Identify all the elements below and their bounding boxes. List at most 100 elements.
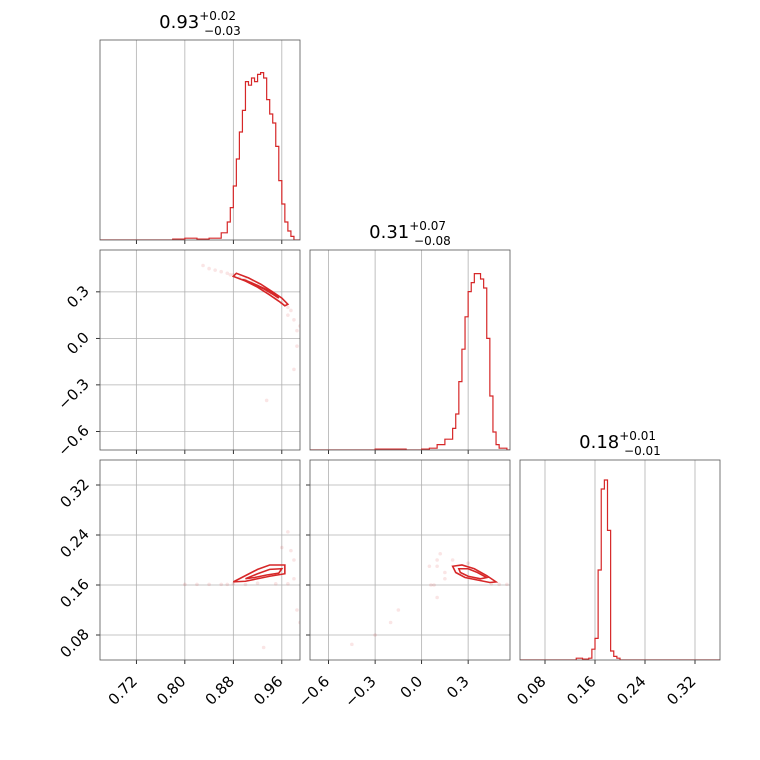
sample-point xyxy=(289,548,293,553)
sample-point xyxy=(295,328,299,333)
sample-point xyxy=(295,344,299,348)
density-contour-0 xyxy=(451,564,499,584)
sample-point xyxy=(435,558,439,562)
sample-point xyxy=(497,582,501,587)
histogram-step-2 xyxy=(520,479,720,660)
y-tick-label: 0.3 xyxy=(63,282,93,312)
param-median-1: 0.31 xyxy=(369,222,409,243)
x-tick-label: −0.6 xyxy=(295,672,333,710)
sample-point xyxy=(292,558,296,562)
scatter-points-0 xyxy=(201,263,300,403)
x-tick-label: 0.72 xyxy=(105,672,141,708)
sample-point xyxy=(280,545,284,550)
density-contour-1 xyxy=(245,567,284,580)
sample-point xyxy=(292,576,296,581)
param-minus-2: −0.01 xyxy=(624,444,661,458)
sample-point xyxy=(286,305,290,310)
param-title-1: 0.31+0.07 −0.08 xyxy=(369,219,451,248)
scatter-panel-1-frame xyxy=(99,459,301,661)
scatter-panel-2-frame xyxy=(309,459,511,661)
sample-point xyxy=(292,317,296,322)
sample-point xyxy=(396,608,401,612)
sample-point xyxy=(213,268,217,272)
sample-point xyxy=(261,645,266,650)
sample-point xyxy=(286,313,290,317)
x-tick-label: 0.32 xyxy=(663,672,699,708)
histogram-panel-2-frame xyxy=(519,459,721,661)
sample-point xyxy=(505,582,509,587)
sample-point xyxy=(443,570,447,575)
x-tick-label: 0.0 xyxy=(397,672,427,702)
param-median-2: 0.18 xyxy=(579,432,619,453)
histogram-step-0 xyxy=(100,72,300,240)
sample-point xyxy=(201,263,205,268)
sample-point xyxy=(225,582,230,587)
param-plus-1: +0.07 xyxy=(409,219,446,233)
x-tick-label: 0.24 xyxy=(613,672,649,708)
x-tick-label: 0.16 xyxy=(563,672,599,708)
sample-point xyxy=(231,581,236,586)
sample-point xyxy=(292,367,296,372)
histogram-step-1 xyxy=(310,273,510,450)
x-tick-label: 0.3 xyxy=(443,672,473,702)
sample-point xyxy=(350,642,354,647)
histogram-panel-2: 0.18+0.01 −0.01 xyxy=(519,429,721,664)
y-tick-label: −0.6 xyxy=(54,421,92,459)
y-tick-label: 0.24 xyxy=(56,525,92,561)
sample-point xyxy=(432,583,436,587)
sample-point xyxy=(273,581,278,586)
param-median-0: 0.93 xyxy=(159,12,199,33)
x-tick-label: 0.96 xyxy=(250,672,286,708)
sample-point xyxy=(228,273,233,277)
y-tick-label: −0.3 xyxy=(54,375,92,413)
sample-point xyxy=(438,551,443,556)
scatter-points-1 xyxy=(183,530,300,650)
sample-point xyxy=(427,564,432,569)
sample-point xyxy=(295,608,299,612)
scatter-panel-2 xyxy=(306,459,511,664)
sample-point xyxy=(243,582,248,587)
sample-point xyxy=(435,564,439,569)
sample-point xyxy=(207,266,211,271)
density-contour-0 xyxy=(231,272,290,307)
param-minus-0: −0.03 xyxy=(204,24,241,38)
param-plus-0: +0.02 xyxy=(199,9,236,23)
sample-point xyxy=(183,582,187,587)
sample-point xyxy=(264,398,269,403)
sample-point xyxy=(219,582,224,587)
sample-point xyxy=(443,576,447,581)
y-tick-label: 0.0 xyxy=(63,328,93,358)
sample-point xyxy=(429,583,433,587)
sample-point xyxy=(219,269,224,274)
sample-point xyxy=(286,530,290,534)
x-tick-label: 0.88 xyxy=(202,672,238,708)
sample-point xyxy=(466,561,470,565)
scatter-panel-0-frame xyxy=(99,249,301,451)
sample-point xyxy=(298,324,300,328)
sample-point xyxy=(435,595,439,600)
param-title-2: 0.18+0.01 −0.01 xyxy=(579,429,661,458)
histogram-panel-1: 0.31+0.07 −0.08 xyxy=(309,219,511,454)
param-plus-2: +0.01 xyxy=(619,429,656,443)
histogram-panel-0: 0.93+0.02 −0.03 xyxy=(99,9,301,244)
x-tick-label: 0.80 xyxy=(153,672,189,708)
sample-point xyxy=(298,620,300,625)
sample-point xyxy=(195,582,199,587)
density-contour-1 xyxy=(242,278,280,299)
sample-point xyxy=(450,558,455,562)
sample-point xyxy=(286,581,290,586)
x-tick-label: 0.08 xyxy=(513,672,549,708)
scatter-panel-1 xyxy=(96,459,301,664)
sample-point xyxy=(255,581,260,585)
density-contour-0 xyxy=(232,564,286,583)
scatter-points-2 xyxy=(350,551,509,647)
histogram-panel-0-frame xyxy=(99,39,301,241)
y-tick-label: 0.08 xyxy=(56,625,92,661)
param-title-0: 0.93+0.02 −0.03 xyxy=(159,9,241,38)
sample-point xyxy=(225,271,230,276)
y-tick-label: 0.32 xyxy=(56,475,92,511)
sample-point xyxy=(289,308,293,313)
sample-point xyxy=(388,620,393,625)
scatter-panel-0 xyxy=(96,249,301,454)
